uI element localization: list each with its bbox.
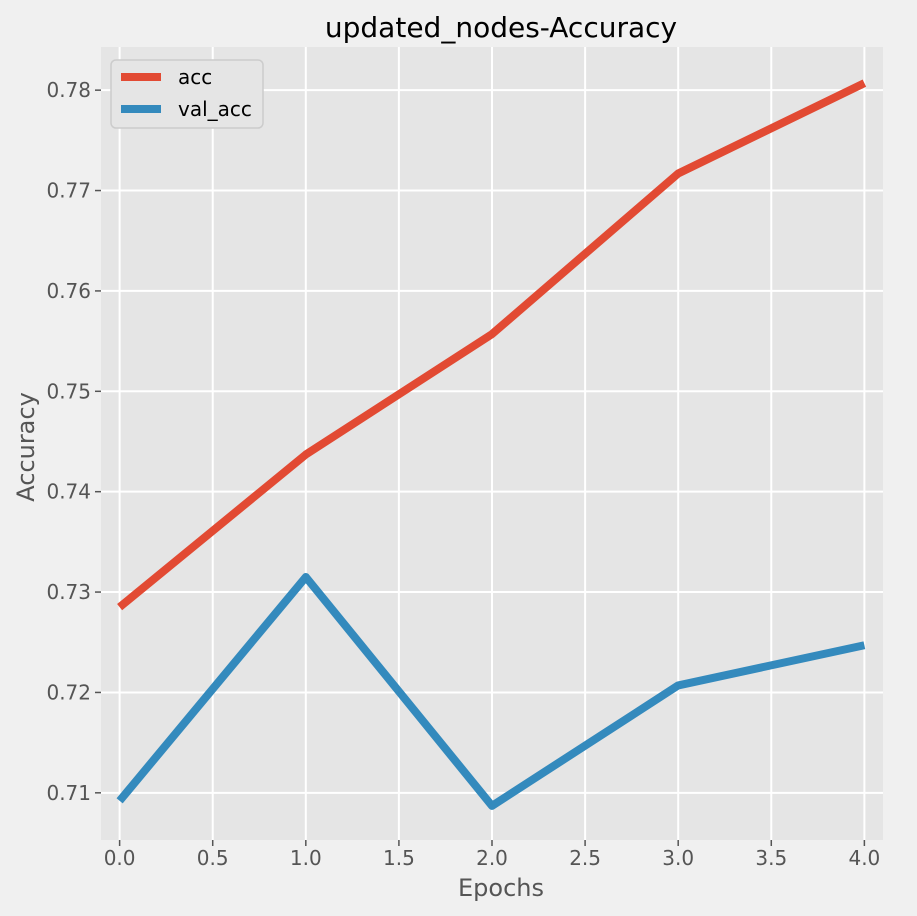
y-axis-ticks: 0.71 0.72 0.73 0.74 0.75 0.76 0.77 0.78 [46, 78, 101, 805]
series-layer [116, 79, 867, 810]
x-tick-label: 0.5 [197, 846, 229, 870]
y-tick-label: 0.72 [46, 680, 91, 704]
y-tick-label: 0.76 [46, 279, 91, 303]
y-tick-label: 0.71 [46, 781, 91, 805]
y-tick-label: 0.77 [46, 179, 91, 203]
x-tick-label: 0.0 [104, 846, 136, 870]
legend-label-val-acc: val_acc [178, 97, 252, 121]
x-tick-label: 3.5 [755, 846, 787, 870]
x-tick-label: 3.0 [662, 846, 694, 870]
x-axis-label: Epochs [458, 874, 544, 902]
series-line-acc [117, 79, 867, 611]
x-axis-ticks: 0.0 0.5 1.0 1.5 2.0 2.5 3.0 3.5 4.0 [104, 840, 880, 870]
x-tick-label: 2.5 [569, 846, 601, 870]
x-tick-label: 1.5 [383, 846, 415, 870]
x-tick-label: 4.0 [848, 846, 880, 870]
y-axis-label: Accuracy [12, 392, 40, 502]
legend-label-acc: acc [178, 65, 212, 89]
y-tick-label: 0.78 [46, 78, 91, 102]
x-tick-label: 1.0 [290, 846, 322, 870]
y-tick-label: 0.74 [46, 480, 91, 504]
grid [101, 47, 883, 840]
y-tick-label: 0.75 [46, 379, 91, 403]
legend: acc val_acc [110, 59, 264, 129]
x-tick-label: 2.0 [476, 846, 508, 870]
chart-title: updated_nodes-Accuracy [325, 11, 677, 44]
series-line-val-acc [116, 573, 866, 810]
y-tick-label: 0.73 [46, 580, 91, 604]
